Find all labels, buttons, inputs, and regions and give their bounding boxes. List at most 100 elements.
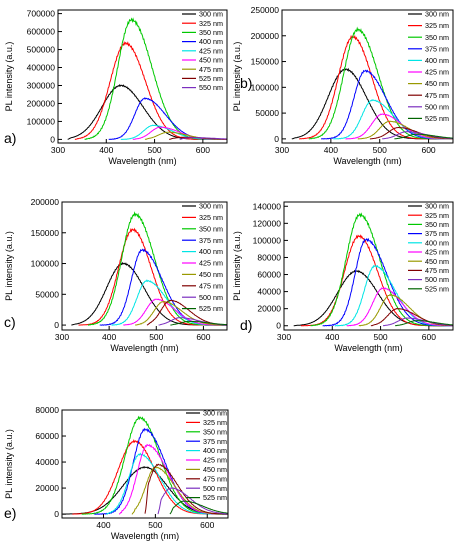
series-line-425-nm bbox=[123, 298, 227, 326]
x-tick-label: 600 bbox=[196, 332, 210, 342]
legend-entry: 450 nm bbox=[199, 56, 223, 65]
legend-entry: 475 nm bbox=[203, 474, 227, 483]
legend-entry: 425 nm bbox=[425, 248, 449, 257]
y-tick-label: 500000 bbox=[27, 45, 56, 55]
x-tick-label: 500 bbox=[373, 332, 387, 342]
x-tick-label: 500 bbox=[149, 332, 163, 342]
legend-entry: 325 nm bbox=[199, 19, 223, 28]
legend-entry: 300 nm bbox=[199, 10, 223, 19]
legend-entry: 500 nm bbox=[425, 275, 449, 284]
x-tick-label: 300 bbox=[277, 332, 291, 342]
panel-label: c) bbox=[4, 314, 16, 330]
legend-entry: 325 nm bbox=[425, 211, 449, 220]
y-tick-label: 0 bbox=[276, 321, 281, 331]
legend-entry: 475 nm bbox=[425, 266, 449, 275]
legend-entry: 425 nm bbox=[425, 68, 449, 77]
x-tick-label: 400 bbox=[324, 145, 338, 155]
y-tick-label: 80000 bbox=[35, 405, 59, 415]
series-line-525-nm bbox=[170, 320, 227, 326]
legend-entry: 450 nm bbox=[203, 465, 227, 474]
y-tick-label: 60000 bbox=[257, 270, 281, 280]
y-tick-label: 40000 bbox=[35, 457, 59, 467]
x-tick-label: 400 bbox=[325, 332, 339, 342]
y-axis-label: PL intensity (a.u.) bbox=[4, 231, 14, 301]
plot-frame bbox=[283, 201, 454, 331]
x-tick-label: 500 bbox=[373, 145, 387, 155]
y-tick-label: 100000 bbox=[31, 259, 60, 269]
legend-entry: 525 nm bbox=[199, 304, 223, 313]
y-tick-label: 80000 bbox=[257, 252, 281, 262]
y-tick-label: 140000 bbox=[253, 201, 282, 211]
series-line-525-nm bbox=[169, 500, 228, 515]
legend-entry: 425 nm bbox=[199, 259, 223, 268]
x-tick-label: 400 bbox=[102, 332, 116, 342]
y-axis-label: PL intensity (a.u.) bbox=[232, 231, 242, 301]
legend-entry: 375 nm bbox=[425, 229, 449, 238]
legend-entry: 350 nm bbox=[425, 220, 449, 229]
y-axis-label: PL intensity (a.u.) bbox=[4, 429, 14, 499]
legend-entry: 400 nm bbox=[425, 238, 449, 247]
y-tick-label: 150000 bbox=[31, 228, 60, 238]
series-line-550-nm bbox=[179, 137, 227, 140]
x-tick-label: 400 bbox=[99, 145, 113, 155]
x-tick-label: 500 bbox=[147, 145, 161, 155]
series-line-500-nm bbox=[382, 131, 453, 140]
x-tick-label: 300 bbox=[51, 145, 65, 155]
panel-label: b) bbox=[240, 75, 252, 91]
chart-panel-d: 300 400 500 600 0 20000 40000 60000 80000 100000 1… bbox=[232, 201, 454, 353]
legend-entry: 475 nm bbox=[199, 65, 223, 74]
y-tick-label: 250000 bbox=[251, 5, 280, 15]
legend-entry: 400 nm bbox=[425, 56, 449, 65]
legend-entry: 375 nm bbox=[425, 44, 449, 53]
legend-entry: 500 nm bbox=[199, 293, 223, 302]
y-tick-label: 0 bbox=[54, 320, 59, 330]
x-axis-label: Wavelength (nm) bbox=[111, 531, 179, 541]
chart-panel-e: 400 500 600 0 20000 40000 60000 80000 Wavelength… bbox=[4, 405, 229, 541]
y-tick-label: 200000 bbox=[251, 31, 280, 41]
panel-label: e) bbox=[4, 505, 16, 521]
y-tick-label: 150000 bbox=[251, 57, 280, 67]
legend-entry: 525 nm bbox=[425, 114, 449, 123]
series-line-525-nm bbox=[394, 133, 453, 140]
legend-entry: 525 nm bbox=[199, 74, 223, 83]
series-line-500-nm bbox=[157, 487, 229, 515]
series-line-350-nm bbox=[310, 212, 453, 327]
legend-entry: 500 nm bbox=[425, 102, 449, 111]
y-tick-label: 0 bbox=[50, 134, 55, 144]
panel-label: d) bbox=[240, 317, 252, 333]
y-tick-label: 20000 bbox=[257, 304, 281, 314]
y-tick-label: 700000 bbox=[27, 9, 56, 19]
panel-label: a) bbox=[4, 130, 16, 146]
legend-entry: 450 nm bbox=[425, 79, 449, 88]
x-tick-label: 400 bbox=[96, 520, 110, 530]
legend-entry: 325 nm bbox=[203, 418, 227, 427]
legend-entry: 300 nm bbox=[425, 10, 449, 19]
legend-entry: 425 nm bbox=[203, 456, 227, 465]
legend-entry: 350 nm bbox=[199, 28, 223, 37]
legend-entry: 325 nm bbox=[425, 21, 449, 30]
legend-entry: 375 nm bbox=[203, 437, 227, 446]
x-tick-label: 600 bbox=[422, 332, 436, 342]
legend-entry: 375 nm bbox=[199, 236, 223, 245]
chart-panel-a: 300 400 500 600 0 100000 200000 300000 400000 500… bbox=[4, 9, 228, 166]
chart-panel-c: 300 400 500 600 0 50000 100000 150000 200000 Wave… bbox=[4, 197, 228, 353]
y-tick-label: 100000 bbox=[27, 116, 56, 126]
plot-frame bbox=[57, 9, 228, 144]
y-axis-label: PL intensity (a.u.) bbox=[4, 42, 14, 112]
legend-entry: 550 nm bbox=[199, 83, 223, 92]
x-tick-label: 300 bbox=[55, 332, 69, 342]
x-axis-label: Wavelength (nm) bbox=[110, 343, 178, 353]
y-tick-label: 100000 bbox=[251, 82, 280, 92]
y-tick-label: 0 bbox=[274, 134, 279, 144]
y-tick-label: 20000 bbox=[35, 483, 59, 493]
legend-entry: 350 nm bbox=[203, 427, 227, 436]
x-tick-label: 300 bbox=[275, 145, 289, 155]
legend-entry: 325 nm bbox=[199, 213, 223, 222]
legend-entry: 300 nm bbox=[199, 202, 223, 211]
y-tick-label: 200000 bbox=[31, 197, 60, 207]
legend-entry: 475 nm bbox=[425, 91, 449, 100]
series-line-375-nm bbox=[322, 237, 453, 327]
y-tick-label: 200000 bbox=[27, 98, 56, 108]
legend-entry: 525 nm bbox=[203, 493, 227, 502]
